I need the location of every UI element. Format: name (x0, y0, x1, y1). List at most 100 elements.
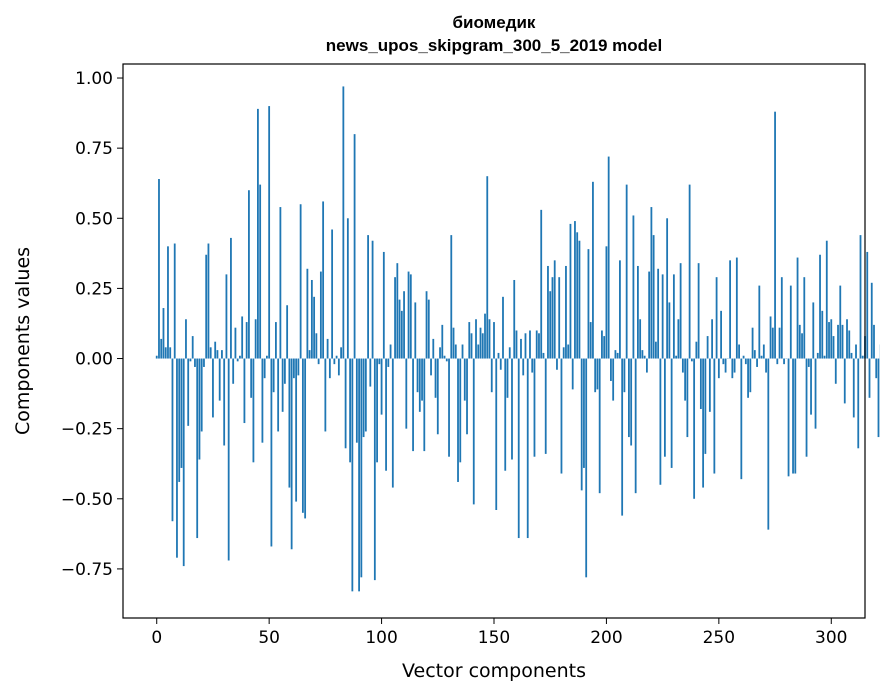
bar (470, 333, 473, 359)
bar (619, 260, 621, 359)
bar (652, 235, 655, 359)
bar (373, 358, 376, 581)
x-axis-label: Vector components (402, 660, 586, 682)
bar (463, 358, 466, 401)
bar (688, 184, 691, 359)
bar (607, 156, 610, 359)
bar (169, 347, 172, 359)
bar (270, 358, 273, 547)
bar (679, 263, 682, 359)
bar (520, 338, 522, 359)
x-tick-label: 150 (478, 628, 510, 648)
bar (789, 285, 792, 359)
bar (277, 358, 280, 432)
bar (239, 355, 241, 359)
bar (598, 358, 601, 494)
bar (843, 358, 846, 404)
bar (549, 291, 552, 359)
bar (493, 322, 495, 359)
bar (648, 271, 651, 359)
bar (191, 336, 194, 359)
y-axis-ticks: −0.75 −0.50 −0.25 0.00 0.25 0.50 0.75 1.00 (61, 69, 123, 580)
bar (560, 358, 563, 474)
bar (391, 358, 394, 488)
bar (580, 358, 583, 491)
bar (457, 358, 459, 482)
bar (167, 246, 169, 359)
bar (160, 338, 163, 359)
bar (592, 181, 594, 359)
bar (488, 319, 491, 359)
bar (771, 327, 774, 359)
bar (331, 229, 334, 359)
bar (873, 324, 875, 359)
bar (780, 277, 783, 359)
bar (684, 358, 687, 401)
bar (209, 347, 212, 359)
x-tick-label: 50 (258, 628, 280, 648)
bar (263, 358, 266, 379)
bar (515, 330, 518, 359)
bar (236, 358, 239, 362)
bar (526, 358, 529, 539)
bar (254, 319, 257, 359)
bar (257, 108, 259, 359)
bar (468, 322, 471, 359)
bar (769, 316, 772, 359)
bar (870, 282, 873, 359)
bar (180, 358, 183, 468)
bar (841, 324, 844, 359)
bar (610, 358, 612, 381)
bar (601, 330, 603, 359)
bar (650, 207, 653, 359)
bar (232, 358, 235, 384)
bar (162, 308, 165, 359)
bar (733, 358, 736, 373)
bar (540, 209, 543, 359)
bar (297, 358, 300, 376)
bar (324, 358, 327, 432)
bar (605, 246, 608, 359)
bar (216, 350, 219, 359)
bar (317, 358, 320, 365)
bar (380, 358, 383, 415)
bar (164, 347, 167, 359)
bar (405, 358, 408, 429)
bar (596, 358, 599, 390)
bar (230, 237, 232, 359)
bar (234, 327, 237, 359)
bar (814, 358, 817, 429)
y-tick-label: 0.00 (75, 350, 113, 370)
bar (774, 111, 776, 359)
bar (816, 352, 819, 359)
bar (173, 243, 176, 359)
bar (583, 358, 585, 468)
bars-group (155, 86, 880, 592)
bar (292, 358, 295, 379)
bar (643, 355, 646, 359)
bar (868, 358, 871, 398)
bar (544, 358, 547, 454)
bar (326, 338, 329, 359)
bar (421, 358, 423, 401)
y-tick-label: −0.25 (61, 420, 113, 440)
bar (587, 249, 590, 359)
bar (398, 299, 401, 359)
bar (203, 358, 205, 367)
bar (283, 358, 286, 384)
bar (524, 333, 527, 359)
bar (416, 358, 419, 393)
bar (364, 358, 367, 432)
bar (252, 358, 255, 463)
bar (538, 333, 540, 359)
bar (639, 319, 642, 359)
bar (281, 358, 284, 412)
bar (706, 336, 709, 359)
bar (196, 358, 199, 539)
bar (342, 86, 345, 359)
bar (690, 358, 693, 362)
bar (796, 257, 799, 359)
bar (850, 352, 853, 359)
bar (695, 341, 698, 359)
